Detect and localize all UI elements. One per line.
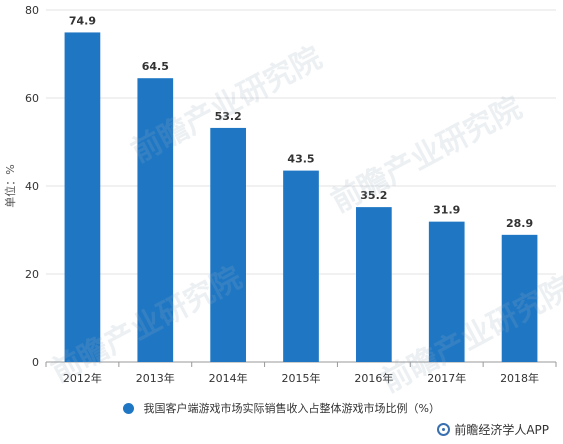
y-tick-label: 80 [25,4,39,17]
bar [210,127,246,362]
labels: 0 20 40 60 80 74.9 2012年 64.5 2013年 53.2 2014年 43.5… [25,4,539,385]
data-label: 74.9 [69,14,96,27]
x-tick-label: 2016年 [354,371,393,385]
axes [45,361,557,367]
data-label: 28.9 [506,217,533,230]
bar [137,78,174,362]
data-label: 31.9 [433,204,460,217]
bar [501,234,538,362]
x-tick-label: 2012年 [63,371,102,385]
y-tick-label: 40 [25,180,39,193]
bar [356,207,392,362]
y-tick-label: 20 [25,268,39,281]
x-tick-label: 2015年 [282,371,321,385]
x-tick-label: 2018年 [500,371,539,385]
qianzhan-logo-icon [437,423,451,436]
x-tick-label: 2013年 [136,371,175,385]
y-axis-title: 单位：% [3,164,17,207]
bar-chart: 0 20 40 60 80 74.9 2012年 64.5 2013年 53.2 2014年 43.5… [3,4,557,385]
legend-marker [123,402,135,414]
bar [64,32,101,362]
data-label: 53.2 [215,110,242,123]
legend: 我国客户端游戏市场实际销售收入占整体游戏市场比例（%） [0,400,563,416]
legend-label: 我国客户端游戏市场实际销售收入占整体游戏市场比例（%） [143,402,440,415]
x-tick-label: 2017年 [427,371,466,385]
bar [283,170,319,362]
y-tick-label: 0 [32,356,39,369]
bar [428,221,465,362]
footer: 前瞻经济学人APP [437,421,549,438]
data-label: 43.5 [287,153,314,166]
footer-text: 前瞻经济学人APP [454,423,549,437]
bars [64,32,538,362]
data-label: 35.2 [360,189,387,202]
y-tick-label: 60 [25,92,39,105]
data-label: 64.5 [142,60,169,73]
x-tick-label: 2014年 [209,371,248,385]
